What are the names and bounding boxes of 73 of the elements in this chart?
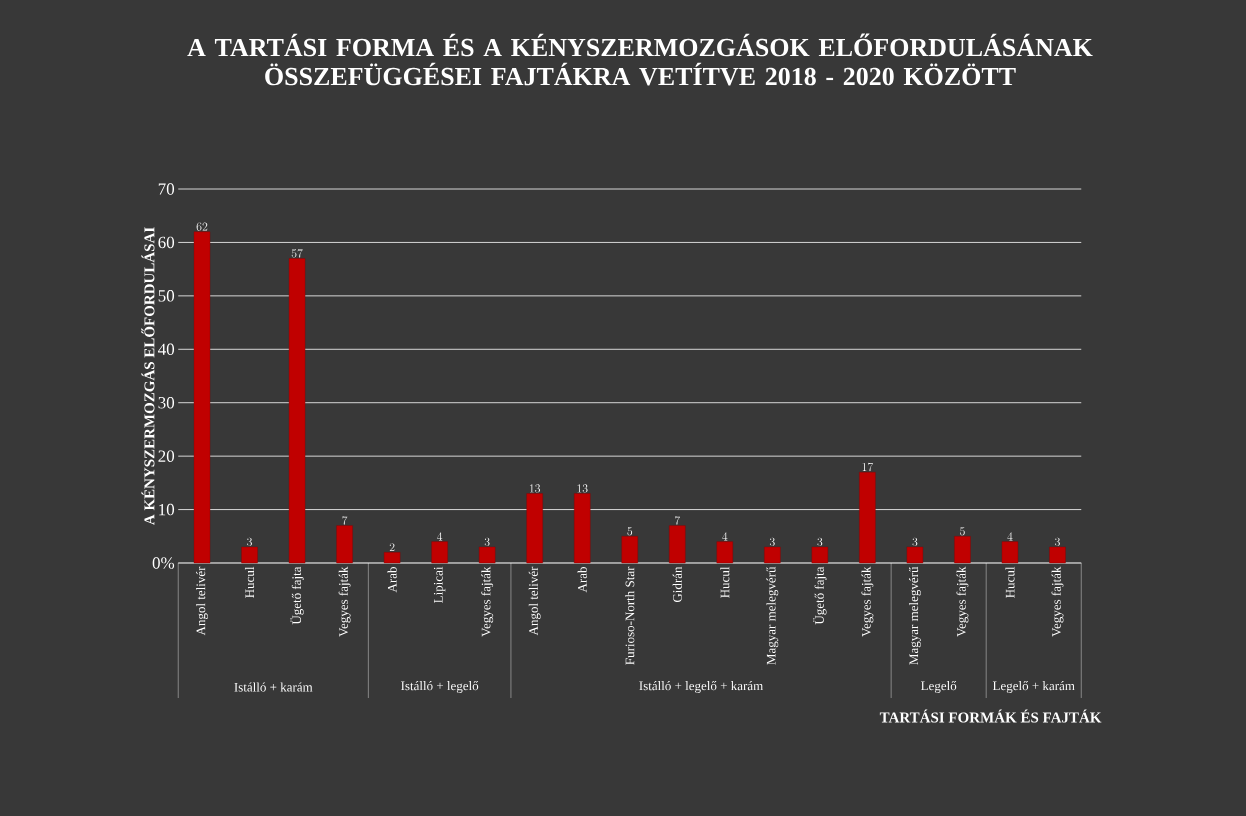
data-label: 5 [960,527,965,536]
data-label: 3 [769,537,775,547]
x-tick-label: Furioso-North Star [625,566,635,665]
x-tick-label: Gidrán [672,566,682,603]
bar [621,536,638,564]
text: Istálló + legelő + karám [639,681,764,693]
x-tick-label: Hucul [244,566,255,598]
x-tick-label: Vegyes fajták [956,566,969,637]
x-tick-label: Hucul [1005,566,1015,598]
bar [478,546,496,564]
bar [811,546,829,564]
data-label: 5 [627,527,633,536]
x-axis-title: TARTÁSI FORMÁK ÉS FAJTÁK [879,709,1102,723]
bar [193,231,211,564]
data-label: 17 [862,462,874,472]
x-tick-label: Angol telivér [196,566,208,636]
data-label: 3 [247,537,252,547]
data-label: 3 [484,537,490,547]
x-tick-label: Arab [387,567,397,593]
data-label: 4 [1007,532,1013,541]
y-tick-label: 70 [158,183,175,195]
data-label: 3 [912,537,918,547]
x-tick-label: Magyar melegvérű [908,566,921,665]
bar [764,546,781,564]
text: Istálló + legelő [401,681,479,693]
bar [526,493,543,564]
data-label: 62 [196,222,208,231]
data-label: 57 [291,249,303,258]
x-tick-label: Hucul [720,566,730,598]
x-tick-label: Vegyes fajták [481,566,494,637]
data-label: 3 [1055,537,1060,547]
text: Istálló + karám [234,682,313,692]
y-tick-label: 60 [158,236,175,249]
data-label: 3 [817,537,823,547]
bar [906,546,924,564]
bar [383,552,401,564]
data-label: 13 [529,484,541,493]
bar [716,541,733,564]
bar [1049,546,1066,564]
data-label: 7 [674,516,681,525]
y-tick-label: 30 [158,396,175,409]
data-label: 7 [342,516,348,525]
bar [669,525,686,564]
text: Legelő [921,681,957,693]
y-axis-title: A KÉNYSZERMOZGÁS ELŐFORDULÁSAI [141,227,155,526]
y-tick-label: 0% [152,557,175,569]
bar [954,536,971,564]
data-label: 2 [389,543,395,552]
data-label: 13 [577,484,588,493]
x-tick-label: Ügető fajta [290,566,304,625]
x-tick-label: Magyar melegvérű [766,566,779,665]
bar [288,258,306,564]
x-tick-label: Lipicai [433,566,446,603]
bar [859,471,876,564]
data-label: 4 [722,532,728,541]
y-tick-label: 20 [158,450,175,462]
x-tick-label: Vegyes fajták [861,566,874,637]
y-tick-label: 50 [158,290,175,302]
data-label: 4 [437,532,443,541]
x-tick-label: Ügető fajta [813,566,827,625]
bar [574,493,591,564]
bar [431,541,448,564]
bar [241,546,258,564]
x-tick-label: Angol telivér [528,566,541,636]
x-tick-label: Arab [577,567,587,593]
y-tick-label: 40 [158,343,175,356]
x-tick-label: Vegyes fajták [1051,566,1064,637]
bar [336,525,353,564]
y-tick-label: 10 [159,503,175,516]
bar [1001,541,1019,564]
text: Legelő + karám [992,681,1075,693]
chart-title: A TARTÁSI FORMA ÉS A KÉNYSZERMOZGÁSOK ELŐFORDULÁSÁNAK ÖSSZEFÜGGÉSEI FAJTÁKRA VETÍTVE 2018 - 2020 KÖZÖTT [187,33,1093,86]
x-tick-label: Vegyes fajták [338,566,351,637]
